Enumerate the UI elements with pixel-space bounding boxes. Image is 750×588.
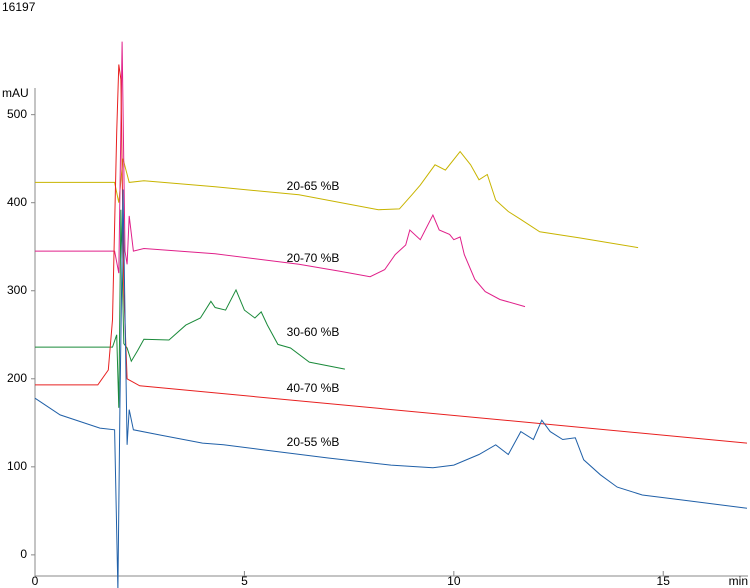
x-tick-label: 15 (657, 574, 671, 588)
y-axis-label: mAU (2, 86, 29, 100)
series-label: 20-65 %B (287, 179, 340, 193)
series-line (35, 150, 639, 249)
y-tick-label: 100 (7, 459, 27, 473)
x-tick-label: 5 (241, 574, 248, 588)
series-line (34, 189, 748, 588)
series-line (35, 64, 748, 444)
y-tick-label: 200 (7, 371, 27, 385)
x-tick-label: 0 (32, 574, 39, 588)
y-tick-label: 400 (7, 195, 27, 209)
series-line (35, 209, 345, 408)
series-label: 40-70 %B (287, 381, 340, 395)
series-label: 30-60 %B (287, 325, 340, 339)
y-tick-label: 500 (7, 107, 27, 121)
chart-title: 16197 (2, 0, 36, 14)
series-label: 20-55 %B (287, 435, 340, 449)
series-line (35, 41, 526, 308)
x-axis-label: min (729, 574, 748, 588)
series-label: 20-70 %B (287, 251, 340, 265)
x-tick-label: 10 (447, 574, 461, 588)
y-tick-label: 300 (7, 283, 27, 297)
y-tick-label: 0 (20, 547, 27, 561)
